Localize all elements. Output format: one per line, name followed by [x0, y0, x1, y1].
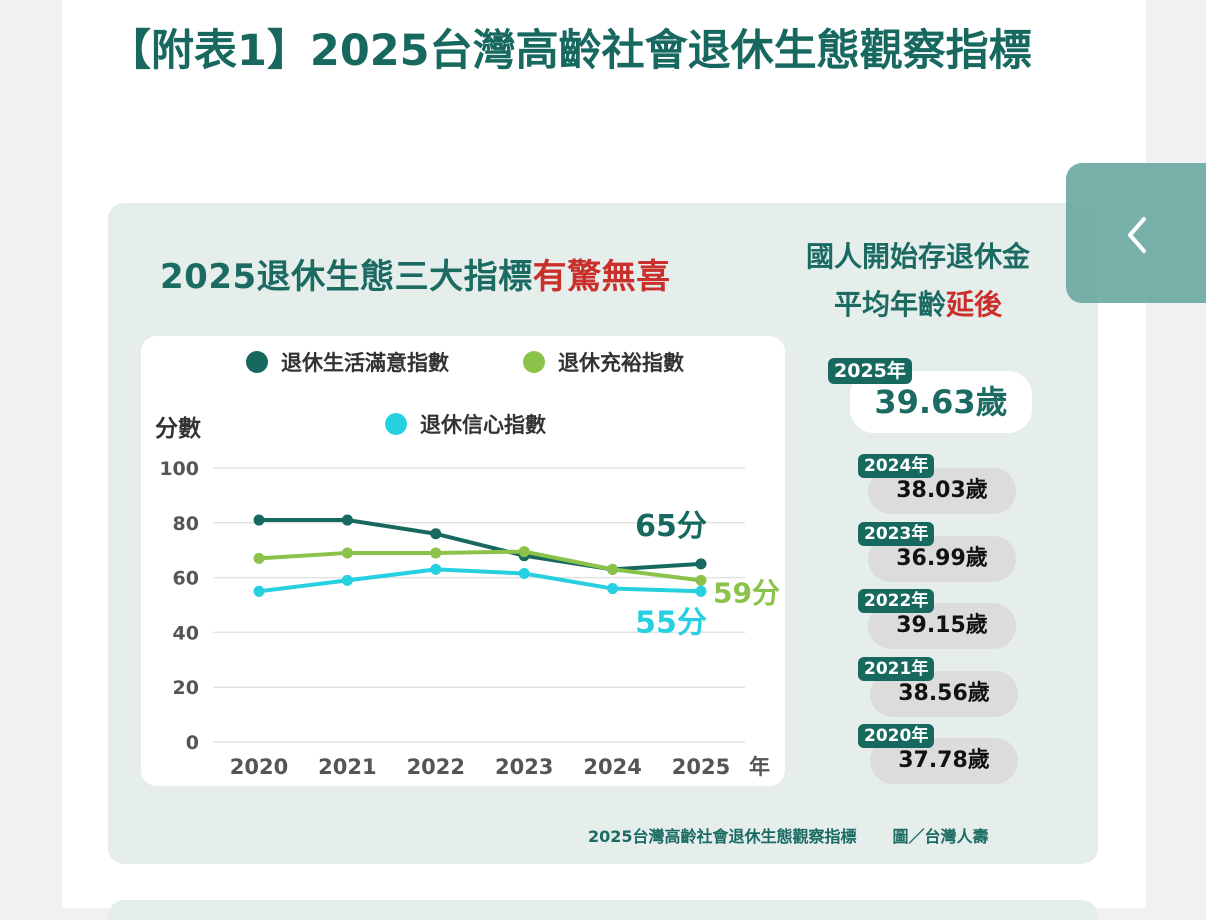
chart-panel: 退休生活滿意指數 退休充裕指數退休信心指數 分數 0 20 40 60 80 100 2020 20…	[141, 336, 785, 786]
data-point	[607, 563, 619, 575]
legend-marker	[523, 351, 545, 373]
data-point	[253, 552, 265, 564]
credits: 2025台灣高齡社會退休生態觀察指標 圖／台灣人壽	[588, 823, 989, 847]
age-title-emphasis: 延後	[946, 288, 1003, 321]
data-point	[430, 528, 442, 540]
series-end-label: 55分	[635, 605, 707, 640]
legend-label: 退休生活滿意指數	[281, 351, 449, 375]
age-panel-title: 國人開始存退休金 平均年齡延後	[768, 233, 1068, 329]
headline-emphasis: 有驚無喜	[532, 257, 671, 297]
data-point	[695, 574, 707, 586]
age-panel-title-line1: 國人開始存退休金	[805, 240, 1030, 273]
y-tick-label: 40	[173, 622, 199, 644]
legend-label: 退休充裕指數	[558, 351, 684, 375]
legend-marker	[246, 351, 268, 373]
back-button[interactable]	[1066, 163, 1206, 303]
credits-image: 圖／台灣人壽	[892, 827, 989, 846]
x-tick-label: 2023	[495, 755, 553, 779]
age-year-tag: 2023年	[858, 521, 935, 546]
next-section-card	[108, 900, 1098, 920]
chevron-left-icon	[1128, 217, 1146, 253]
series-end-label: 65分	[635, 509, 707, 544]
age-year-tag: 2022年	[858, 589, 935, 613]
article-title: 【附表1】2025台灣高齡社會退休生態觀察指標	[108, 26, 1032, 76]
y-tick-label: 80	[173, 513, 199, 535]
data-point	[518, 567, 530, 579]
age-year-tag: 2021年	[858, 656, 935, 681]
series-line	[257, 518, 703, 572]
x-tick-label: 2021	[318, 755, 376, 779]
data-point	[341, 574, 353, 586]
series-line	[257, 567, 703, 594]
x-tick-label: 2025	[672, 755, 730, 779]
y-tick-label: 20	[173, 677, 199, 699]
headline-main: 2025退休生態三大指標	[160, 257, 533, 297]
data-point	[518, 546, 530, 558]
age-value: 36.99歲	[868, 535, 1016, 582]
series-line	[257, 549, 703, 583]
data-point	[341, 547, 353, 559]
infographic: 2025退休生態三大指標有驚無喜 退休生活滿意指數 退休充裕指數退休信心指數 分數 0…	[108, 203, 1098, 864]
data-point	[430, 547, 442, 559]
age-panel-title-line2: 平均年齡延後	[768, 281, 1068, 329]
x-tick-label: 2020	[230, 755, 288, 779]
data-point	[607, 583, 619, 595]
data-point	[253, 514, 265, 526]
x-axis-label: 年	[749, 755, 770, 779]
x-tick-label: 2024	[583, 755, 641, 779]
y-tick-label: 60	[173, 568, 199, 590]
legend-label: 退休信心指數	[420, 413, 546, 437]
age-year-tag: 2025年	[828, 358, 912, 384]
credits-source: 2025台灣高齡社會退休生態觀察指標	[588, 827, 857, 846]
age-title-prefix: 平均年齡	[833, 288, 946, 321]
infographic-headline: 2025退休生態三大指標有驚無喜	[160, 249, 671, 298]
y-tick-label: 0	[186, 732, 199, 754]
data-point	[253, 585, 265, 597]
age-year-tag: 2024年	[858, 454, 935, 478]
data-point	[430, 563, 442, 575]
data-point	[695, 558, 707, 570]
age-year-tag: 2020年	[858, 724, 935, 748]
age-value: 37.78歲	[870, 738, 1018, 784]
legend-marker	[385, 413, 407, 435]
series-end-label: 59分	[713, 576, 780, 609]
x-tick-label: 2022	[407, 755, 465, 779]
data-point	[341, 514, 353, 526]
y-axis-label: 分數	[155, 416, 201, 442]
y-tick-label: 100	[159, 458, 199, 480]
data-point	[695, 585, 707, 597]
